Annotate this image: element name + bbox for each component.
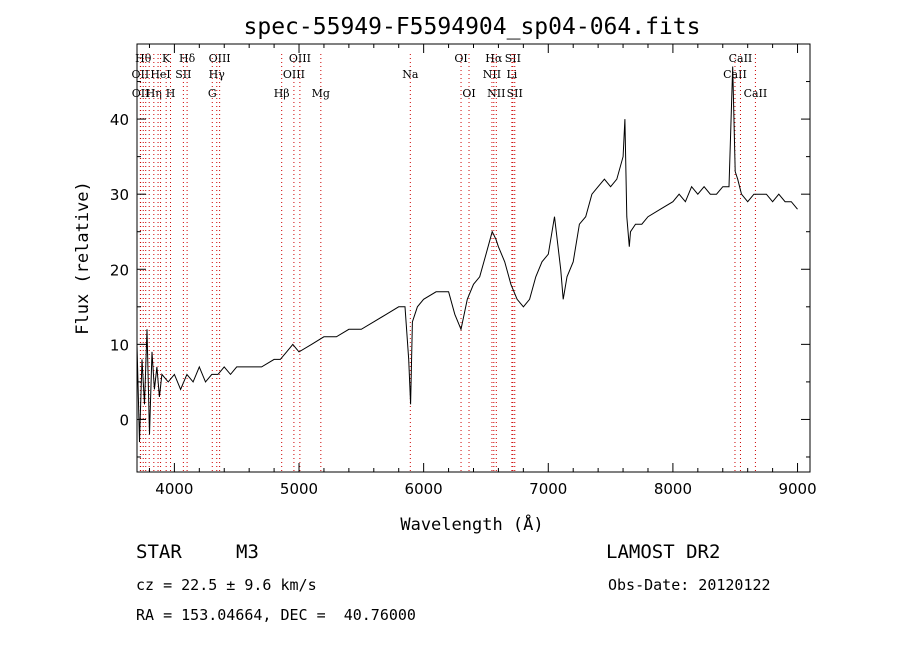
line-marker-label: SII — [507, 87, 523, 100]
line-marker-label: G — [208, 87, 217, 100]
line-marker-label: Hβ — [274, 87, 290, 100]
line-marker-label: Li — [506, 68, 517, 81]
line-marker-label: K — [162, 52, 171, 65]
x-axis: 4000 5000 6000 7000 8000 9000 — [148, 44, 817, 498]
line-marker-label: OIII — [209, 52, 231, 65]
x-tick-label: 6000 — [405, 480, 443, 498]
y-tick-label: 0 — [119, 411, 129, 429]
x-axis-label: Wavelength (Å) — [400, 513, 543, 535]
line-marker-label: Hδ — [179, 52, 196, 65]
chart-title: spec-55949-F5594904_sp04-064.fits — [244, 14, 701, 40]
object-class: STAR — [136, 541, 182, 563]
y-tick-label: 40 — [110, 111, 129, 129]
y-axis: 0 10 20 30 40 — [110, 81, 810, 458]
line-marker-label: Hγ — [209, 68, 226, 81]
spectrum-line — [136, 66, 798, 443]
coordinates-text: RA = 153.04664, DEC = 40.76000 — [136, 606, 416, 624]
line-marker-label: OIII — [283, 68, 305, 81]
line-marker-label: SII — [505, 52, 521, 65]
line-marker-label: HeI — [150, 68, 170, 81]
y-tick-label: 10 — [110, 336, 129, 354]
line-marker-label: SII — [175, 68, 191, 81]
x-tick-label: 8000 — [654, 480, 692, 498]
line-marker-label: NII — [483, 68, 501, 81]
x-tick-label: 5000 — [280, 480, 318, 498]
survey-name: LAMOST DR2 — [606, 541, 721, 563]
object-subclass: M3 — [236, 541, 259, 563]
x-tick-label: 7000 — [529, 480, 567, 498]
line-marker-label: OI — [454, 52, 467, 65]
y-tick-label: 30 — [110, 186, 129, 204]
line-marker-label: OIII — [289, 52, 311, 65]
line-marker-label: Mg — [312, 87, 330, 100]
line-marker-label: Na — [402, 68, 419, 81]
line-marker-label: CaII — [723, 68, 747, 81]
line-marker-label: Hη — [146, 87, 162, 100]
line-marker-label: NII — [487, 87, 505, 100]
line-marker-label: CaII — [744, 87, 768, 100]
x-tick-label: 9000 — [778, 480, 816, 498]
x-tick-label: 4000 — [155, 480, 193, 498]
y-tick-label: 20 — [110, 261, 129, 279]
obs-date-text: Obs-Date: 20120122 — [608, 576, 771, 594]
y-axis-label: Flux (relative) — [73, 181, 93, 335]
line-marker-label: H — [166, 87, 176, 100]
redshift-text: cz = 22.5 ± 9.6 km/s — [136, 576, 317, 594]
line-marker-label: Hθ — [135, 52, 152, 65]
line-marker-label: Hα — [485, 52, 503, 65]
line-marker-label: OI — [462, 87, 475, 100]
line-marker-label: OII — [132, 87, 150, 100]
spectrum-series — [136, 66, 798, 443]
line-marker-layer: HθOIIOIIHηHeIKHSIIHδGHγOIIIHβOIIIOIIIMgN… — [132, 52, 768, 472]
line-marker-label: CaII — [729, 52, 753, 65]
plot-frame — [136, 43, 811, 473]
